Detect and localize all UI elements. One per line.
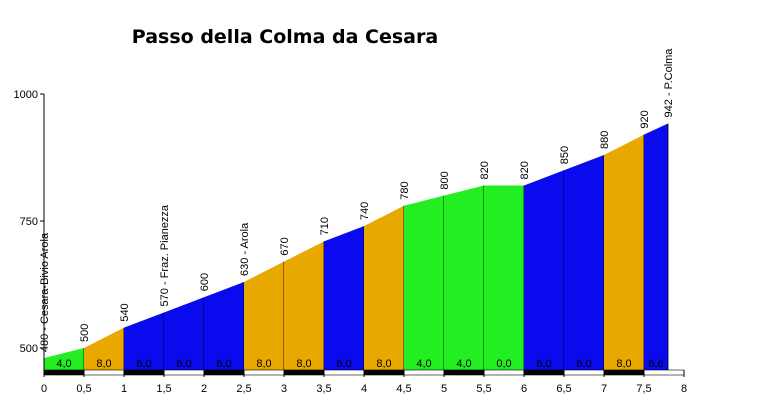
segment-gradient-label: 8,0	[616, 358, 631, 370]
elevation-label: 850	[559, 146, 571, 164]
profile-segment	[44, 348, 84, 370]
elevation-label: 820	[519, 161, 531, 179]
x-tick-label: 8	[681, 383, 687, 395]
elevation-label: 710	[319, 217, 331, 235]
elevation-label: 480 - Cesara-Bivio Arola	[39, 232, 51, 352]
profile-segment	[564, 154, 604, 370]
segment-gradient-label: 6,0	[336, 358, 351, 370]
distance-bar-cell	[83, 369, 125, 376]
elevation-label: 740	[359, 202, 371, 220]
profile-segment	[164, 297, 204, 370]
profile-segment	[244, 261, 284, 370]
elevation-label: 820	[479, 161, 491, 179]
elevation-label: 880	[599, 131, 611, 149]
distance-bar-cell	[283, 369, 325, 376]
elevation-label: 500	[79, 324, 91, 342]
distance-bar-cell	[563, 369, 605, 376]
y-tick-label: 1000	[14, 89, 38, 101]
elevation-label: 920	[639, 110, 651, 128]
segment-gradient-label: 6,0	[576, 358, 591, 370]
segment-gradient-label: 6,0	[536, 358, 551, 370]
distance-bar-cell	[243, 369, 285, 376]
segment-gradient-label: 6,6	[648, 358, 663, 370]
x-tick-label: 5	[441, 383, 447, 395]
distance-bar-cell	[643, 369, 685, 376]
profile-segment	[324, 226, 364, 370]
distance-bar-cell	[483, 369, 525, 376]
distance-bar-cell	[363, 369, 405, 376]
x-tick-label: 0	[41, 383, 47, 395]
elevation-label: 670	[279, 237, 291, 255]
profile-segment	[604, 134, 644, 370]
distance-bar-cell	[603, 369, 645, 376]
y-tick-label: 750	[20, 216, 38, 228]
elevation-label: 570 - Fraz. Pianezza	[159, 204, 171, 306]
elevation-label: 540	[119, 303, 131, 321]
distance-bar-cell	[443, 369, 485, 376]
profile-segment	[644, 123, 668, 371]
profile-segment	[484, 185, 524, 370]
segment-gradient-label: 8,0	[96, 358, 111, 370]
elevation-label: 800	[439, 171, 451, 189]
distance-bar-cell	[323, 369, 365, 376]
x-tick-label: 7	[601, 383, 607, 395]
x-tick-label: 4	[361, 383, 367, 395]
segment-gradient-label: 6,0	[136, 358, 151, 370]
elevation-label: 630 - Arola	[239, 222, 251, 276]
segment-gradient-label: 0,0	[496, 358, 511, 370]
distance-bar-cell	[203, 369, 245, 376]
distance-bar-cell	[123, 369, 165, 376]
profile-segment	[124, 312, 164, 370]
segment-gradient-label: 8,0	[376, 358, 391, 370]
segment-gradient-label: 6,0	[176, 358, 191, 370]
distance-bar-cell	[403, 369, 445, 376]
x-tick-label: 2,5	[236, 383, 251, 395]
profile-segment	[84, 327, 124, 370]
profile-segment	[204, 281, 244, 370]
x-tick-label: 5,5	[476, 383, 491, 395]
distance-bar-cell	[43, 369, 85, 376]
x-tick-label: 3,5	[316, 383, 331, 395]
elevation-label: 780	[399, 181, 411, 199]
segment-gradient-label: 4,0	[56, 358, 71, 370]
profile-segment	[444, 185, 484, 370]
chart-title: Passo della Colma da Cesara	[132, 26, 438, 48]
profile-segment	[364, 205, 404, 370]
segment-gradient-label: 8,0	[256, 358, 271, 370]
x-tick-label: 6,5	[556, 383, 571, 395]
x-tick-label: 6	[521, 383, 527, 395]
segment-gradient-label: 4,0	[416, 358, 431, 370]
y-tick-label: 500	[20, 343, 38, 355]
x-tick-label: 0,5	[76, 383, 91, 395]
x-tick-label: 4,5	[396, 383, 411, 395]
distance-bar-cell	[523, 369, 565, 376]
distance-bar-cell	[163, 369, 205, 376]
elevation-label: 942 - P.Colma	[663, 48, 675, 118]
segment-gradient-label: 8,0	[296, 358, 311, 370]
profile-segment	[404, 195, 444, 370]
segment-gradient-label: 6,0	[216, 358, 231, 370]
x-tick-label: 1,5	[156, 383, 171, 395]
x-tick-label: 2	[201, 383, 207, 395]
x-tick-label: 7,5	[636, 383, 651, 395]
x-tick-label: 1	[121, 383, 127, 395]
segment-gradient-label: 4,0	[456, 358, 471, 370]
profile-segment	[524, 170, 564, 370]
profile-segment	[284, 241, 324, 370]
elevation-label: 600	[199, 273, 211, 291]
x-tick-label: 3	[281, 383, 287, 395]
